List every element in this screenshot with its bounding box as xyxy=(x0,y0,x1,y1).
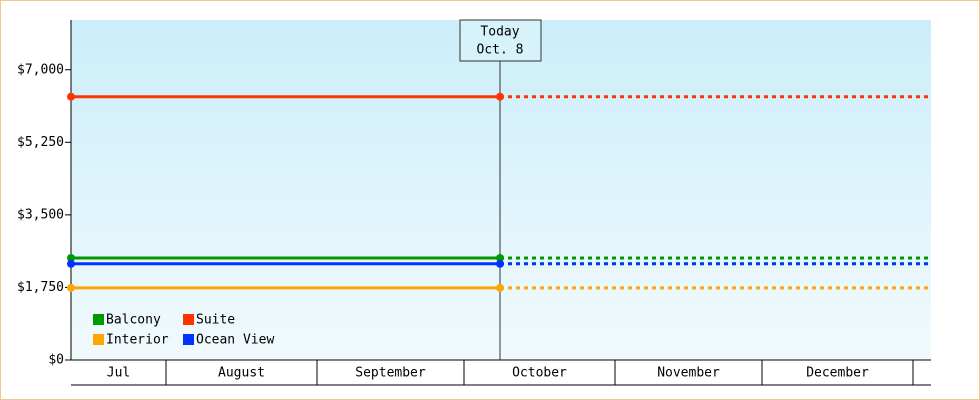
y-tick-label: $0 xyxy=(48,353,64,368)
point xyxy=(496,254,504,262)
legend-swatch xyxy=(93,314,104,325)
today-title: Today xyxy=(480,25,519,40)
y-tick-label: $1,750 xyxy=(17,280,64,295)
x-tick-label: August xyxy=(218,366,265,381)
plot-area xyxy=(71,20,931,360)
today-box xyxy=(459,19,542,62)
x-tick-label: October xyxy=(512,366,567,381)
x-tick-label: Jul xyxy=(107,366,130,381)
legend-swatch xyxy=(183,334,194,345)
y-tick-label: $5,250 xyxy=(17,135,64,150)
point xyxy=(67,254,75,262)
legend-label: Interior xyxy=(106,333,169,348)
x-tick-label: November xyxy=(657,366,720,381)
point xyxy=(496,283,504,292)
legend-label: Ocean View xyxy=(196,333,274,348)
legend-swatch xyxy=(183,314,194,325)
point xyxy=(67,92,75,101)
legend-swatch xyxy=(93,334,104,345)
y-tick-label: $7,000 xyxy=(17,62,64,77)
point xyxy=(496,92,504,101)
point xyxy=(67,283,75,292)
x-tick-label: December xyxy=(806,366,869,381)
x-tick-label: September xyxy=(355,366,426,381)
point xyxy=(67,259,75,268)
legend-label: Suite xyxy=(196,313,235,328)
y-tick-label: $3,500 xyxy=(17,207,64,222)
point xyxy=(496,259,504,268)
legend-label: Balcony xyxy=(106,313,161,328)
today-date: Oct. 8 xyxy=(477,43,524,58)
